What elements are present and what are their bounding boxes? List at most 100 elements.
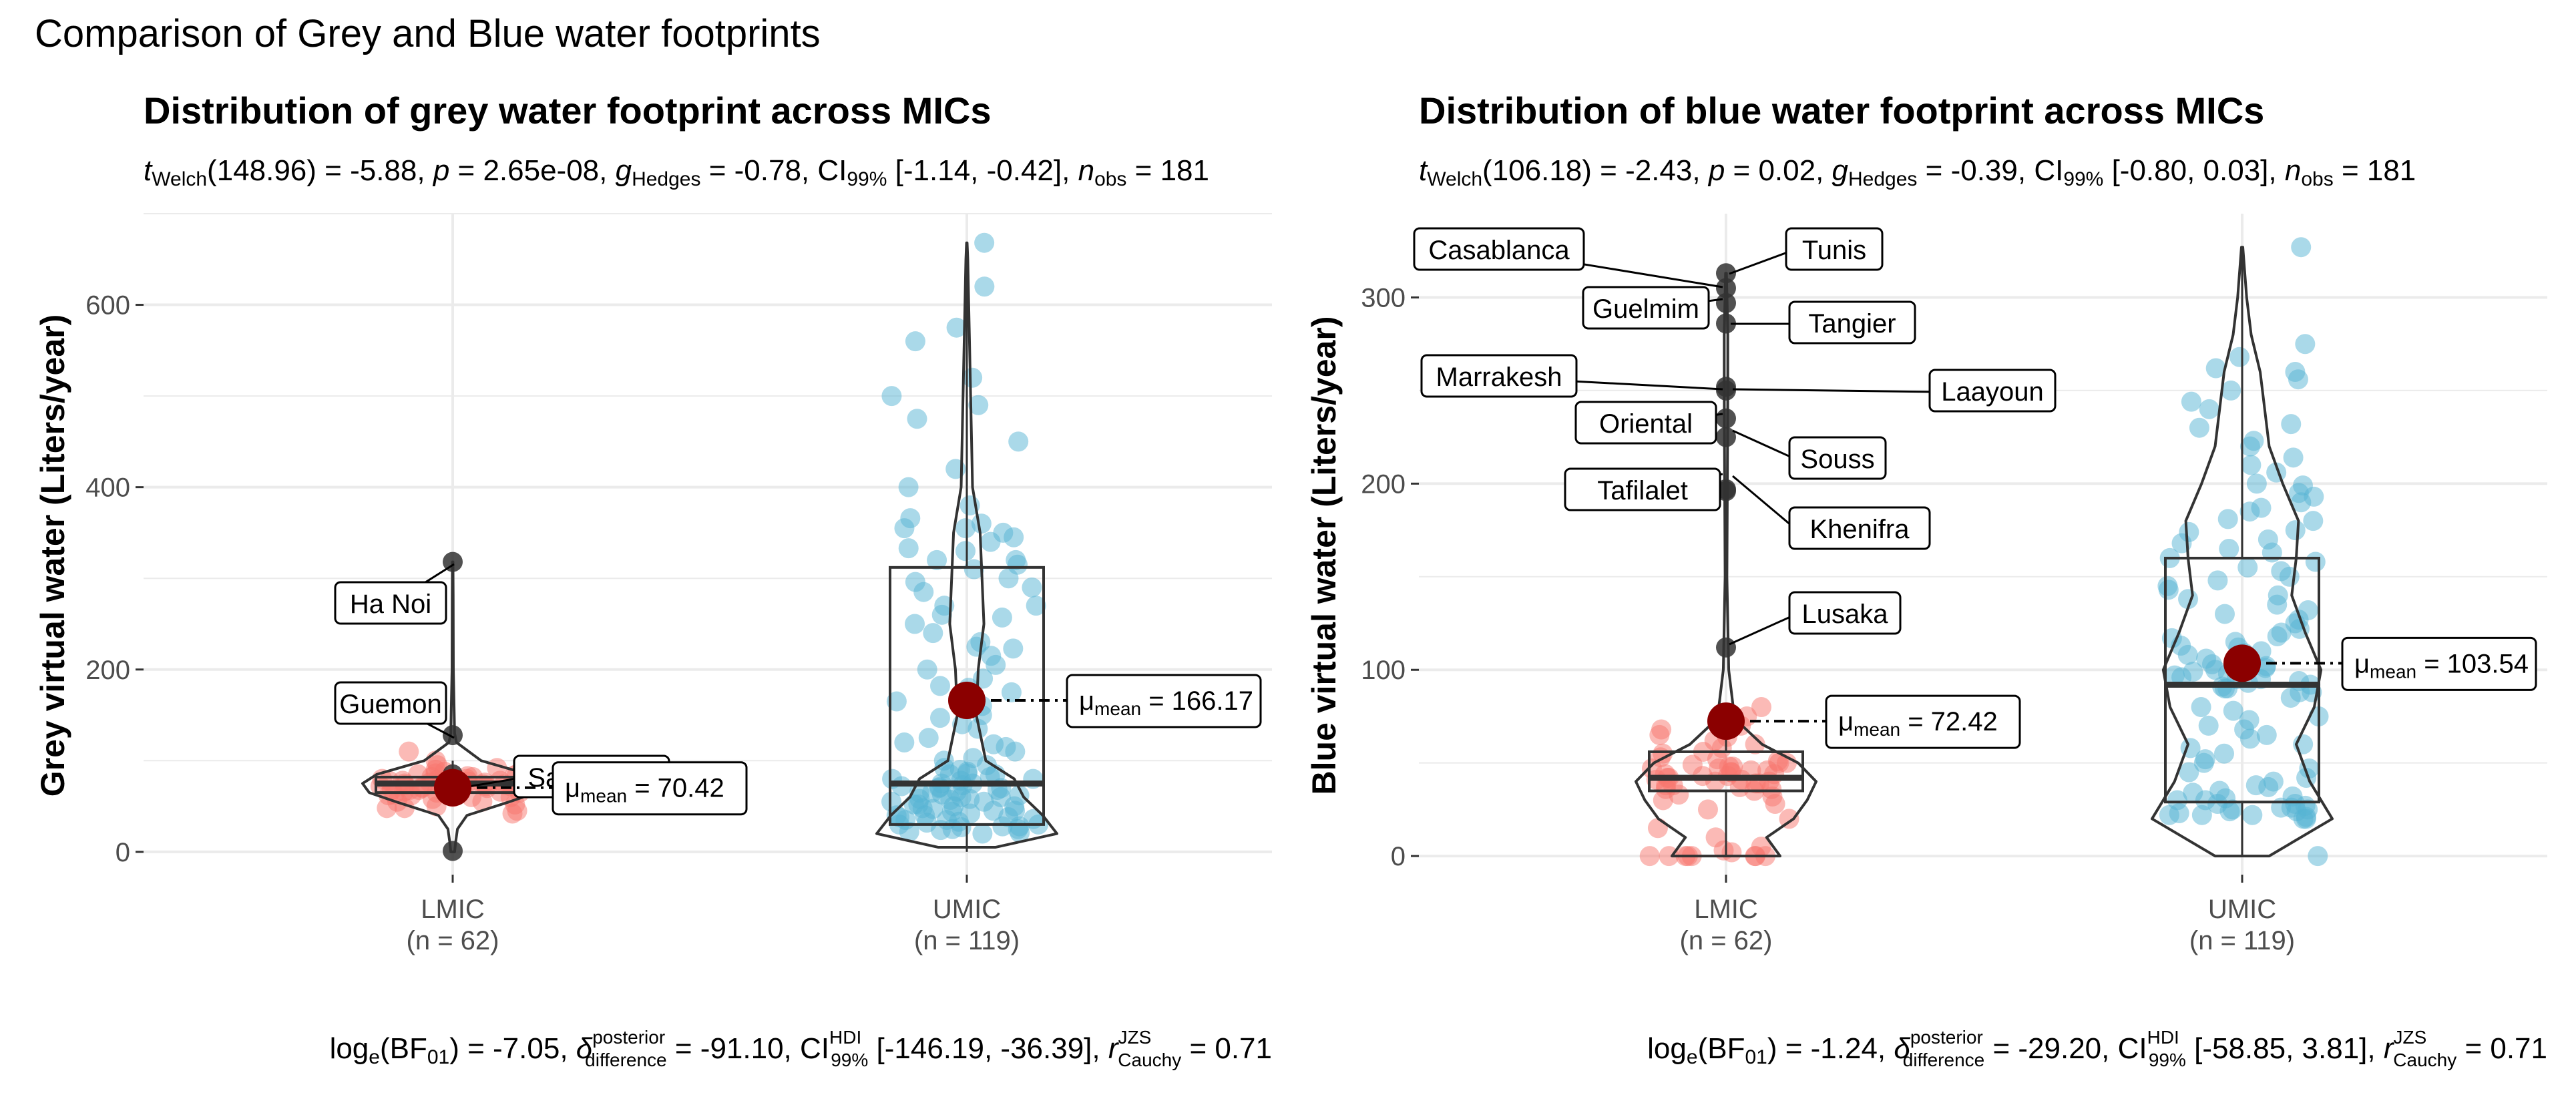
outlier-point xyxy=(443,551,463,572)
outlier-label-box xyxy=(1928,369,2057,413)
x-category-n-label: (n = 119) xyxy=(2189,926,2295,955)
data-point xyxy=(968,395,989,415)
outlier-label-box xyxy=(1582,286,1710,330)
panel-blue-plot: 0 100 200 300 LMIC(n = 62) UMIC(n = 119) Tunis… xyxy=(1361,214,2547,955)
data-point xyxy=(2189,417,2209,438)
panel-blue: Distribution of blue water footprint acr… xyxy=(1305,89,2547,1070)
outlier-label: Khenifra xyxy=(1810,515,1910,544)
outlier-point xyxy=(1716,427,1736,447)
outlier-point xyxy=(1716,408,1736,429)
panel-blue-ylabel: Blue virtual water (Liters/year) xyxy=(1305,316,1343,795)
data-point xyxy=(2239,710,2260,730)
data-point xyxy=(2205,358,2226,379)
data-point xyxy=(2158,580,2179,600)
data-point xyxy=(903,794,924,815)
panel-blue-caption: loge(BF01) = -1.24, δposterior difference… xyxy=(1647,1027,2547,1070)
data-point xyxy=(917,659,937,680)
data-point xyxy=(2298,600,2318,620)
data-point xyxy=(931,604,952,625)
data-point xyxy=(2293,475,2314,496)
data-point xyxy=(2281,414,2302,435)
box-iqr xyxy=(1648,750,1804,793)
data-point xyxy=(1007,554,1028,575)
data-point xyxy=(1001,682,1022,702)
data-point xyxy=(1022,577,1042,598)
data-point xyxy=(2271,561,2292,582)
outlier-label: Oriental xyxy=(1599,409,1693,439)
data-point xyxy=(929,777,950,797)
panel-grey: Distribution of grey water footprint acr… xyxy=(34,89,1272,1070)
data-point xyxy=(974,276,995,297)
data-point xyxy=(881,386,902,407)
mean-point xyxy=(434,768,471,807)
data-point xyxy=(1026,596,1046,616)
data-point xyxy=(1004,796,1025,817)
data-point xyxy=(2195,749,2215,770)
x-category-n-label: (n = 62) xyxy=(1680,926,1773,955)
data-point xyxy=(905,572,925,592)
data-point xyxy=(2183,783,2203,803)
data-point xyxy=(1751,697,1771,718)
data-point xyxy=(904,614,925,634)
data-point xyxy=(957,763,978,784)
outlier-label-box xyxy=(1564,467,1721,511)
outlier-leader-line xyxy=(1729,613,1797,646)
data-point xyxy=(881,791,902,812)
x-category-n-label: (n = 62) xyxy=(407,926,499,955)
x-category-label: UMIC xyxy=(2208,895,2276,924)
panel-grey-caption: loge(BF01) = -7.05, δposterior difference… xyxy=(330,1027,1272,1070)
outlier-label-box xyxy=(1420,354,1578,398)
outlier-point xyxy=(443,841,463,861)
panel-grey-title: Distribution of grey water footprint acr… xyxy=(144,89,991,132)
data-point xyxy=(1767,750,1788,771)
outlier-label-box xyxy=(1413,227,1585,271)
outlier-point xyxy=(443,725,463,746)
data-point xyxy=(2183,662,2203,682)
data-point xyxy=(934,758,955,779)
mean-label: μmean = 72.42 xyxy=(1838,707,1998,740)
data-point xyxy=(1647,818,1668,839)
data-point xyxy=(2242,805,2263,825)
data-point xyxy=(2229,347,2250,367)
data-point xyxy=(898,538,919,559)
data-point xyxy=(2256,724,2277,745)
data-point xyxy=(2243,431,2264,451)
data-point xyxy=(986,654,1006,675)
data-point xyxy=(2223,700,2243,721)
y-tick-label: 200 xyxy=(1361,469,1406,499)
outlier-label: Laayoun xyxy=(1941,377,2043,407)
data-point xyxy=(992,607,1012,628)
x-category-label: LMIC xyxy=(421,895,485,924)
data-point xyxy=(1761,779,1782,799)
data-point xyxy=(1697,799,1718,820)
data-point xyxy=(2285,520,2306,541)
outlier-point xyxy=(1716,313,1736,334)
data-point xyxy=(1651,719,1672,740)
data-point xyxy=(984,734,1004,754)
data-point xyxy=(2295,334,2316,355)
outlier-point xyxy=(1716,637,1736,658)
box-iqr xyxy=(889,566,1045,826)
data-point xyxy=(2237,557,2258,578)
outlier-label-box xyxy=(334,581,447,625)
panel-blue-stats: tWelch(106.18) = -2.43, p = 0.02, gHedge… xyxy=(1419,154,2416,190)
mean-label: μmean = 166.17 xyxy=(1079,686,1253,719)
data-point xyxy=(974,232,995,253)
figure-title: Comparison of Grey and Blue water footpr… xyxy=(35,12,821,55)
data-point xyxy=(1003,638,1024,659)
data-point xyxy=(2221,380,2241,401)
data-point xyxy=(2214,743,2235,764)
x-category-label: LMIC xyxy=(1694,895,1758,924)
y-tick-label: 300 xyxy=(1361,283,1406,312)
y-tick-label: 100 xyxy=(1361,656,1406,685)
outlier-label: Guemon xyxy=(339,690,441,719)
outlier-label: Ha Noi xyxy=(350,590,431,619)
data-point xyxy=(2179,521,2199,542)
data-point xyxy=(2308,846,2328,867)
data-point xyxy=(918,728,939,748)
mean-label: μmean = 70.42 xyxy=(565,774,724,807)
data-point xyxy=(951,817,972,837)
data-point xyxy=(1641,758,1662,779)
data-point xyxy=(2305,551,2326,572)
